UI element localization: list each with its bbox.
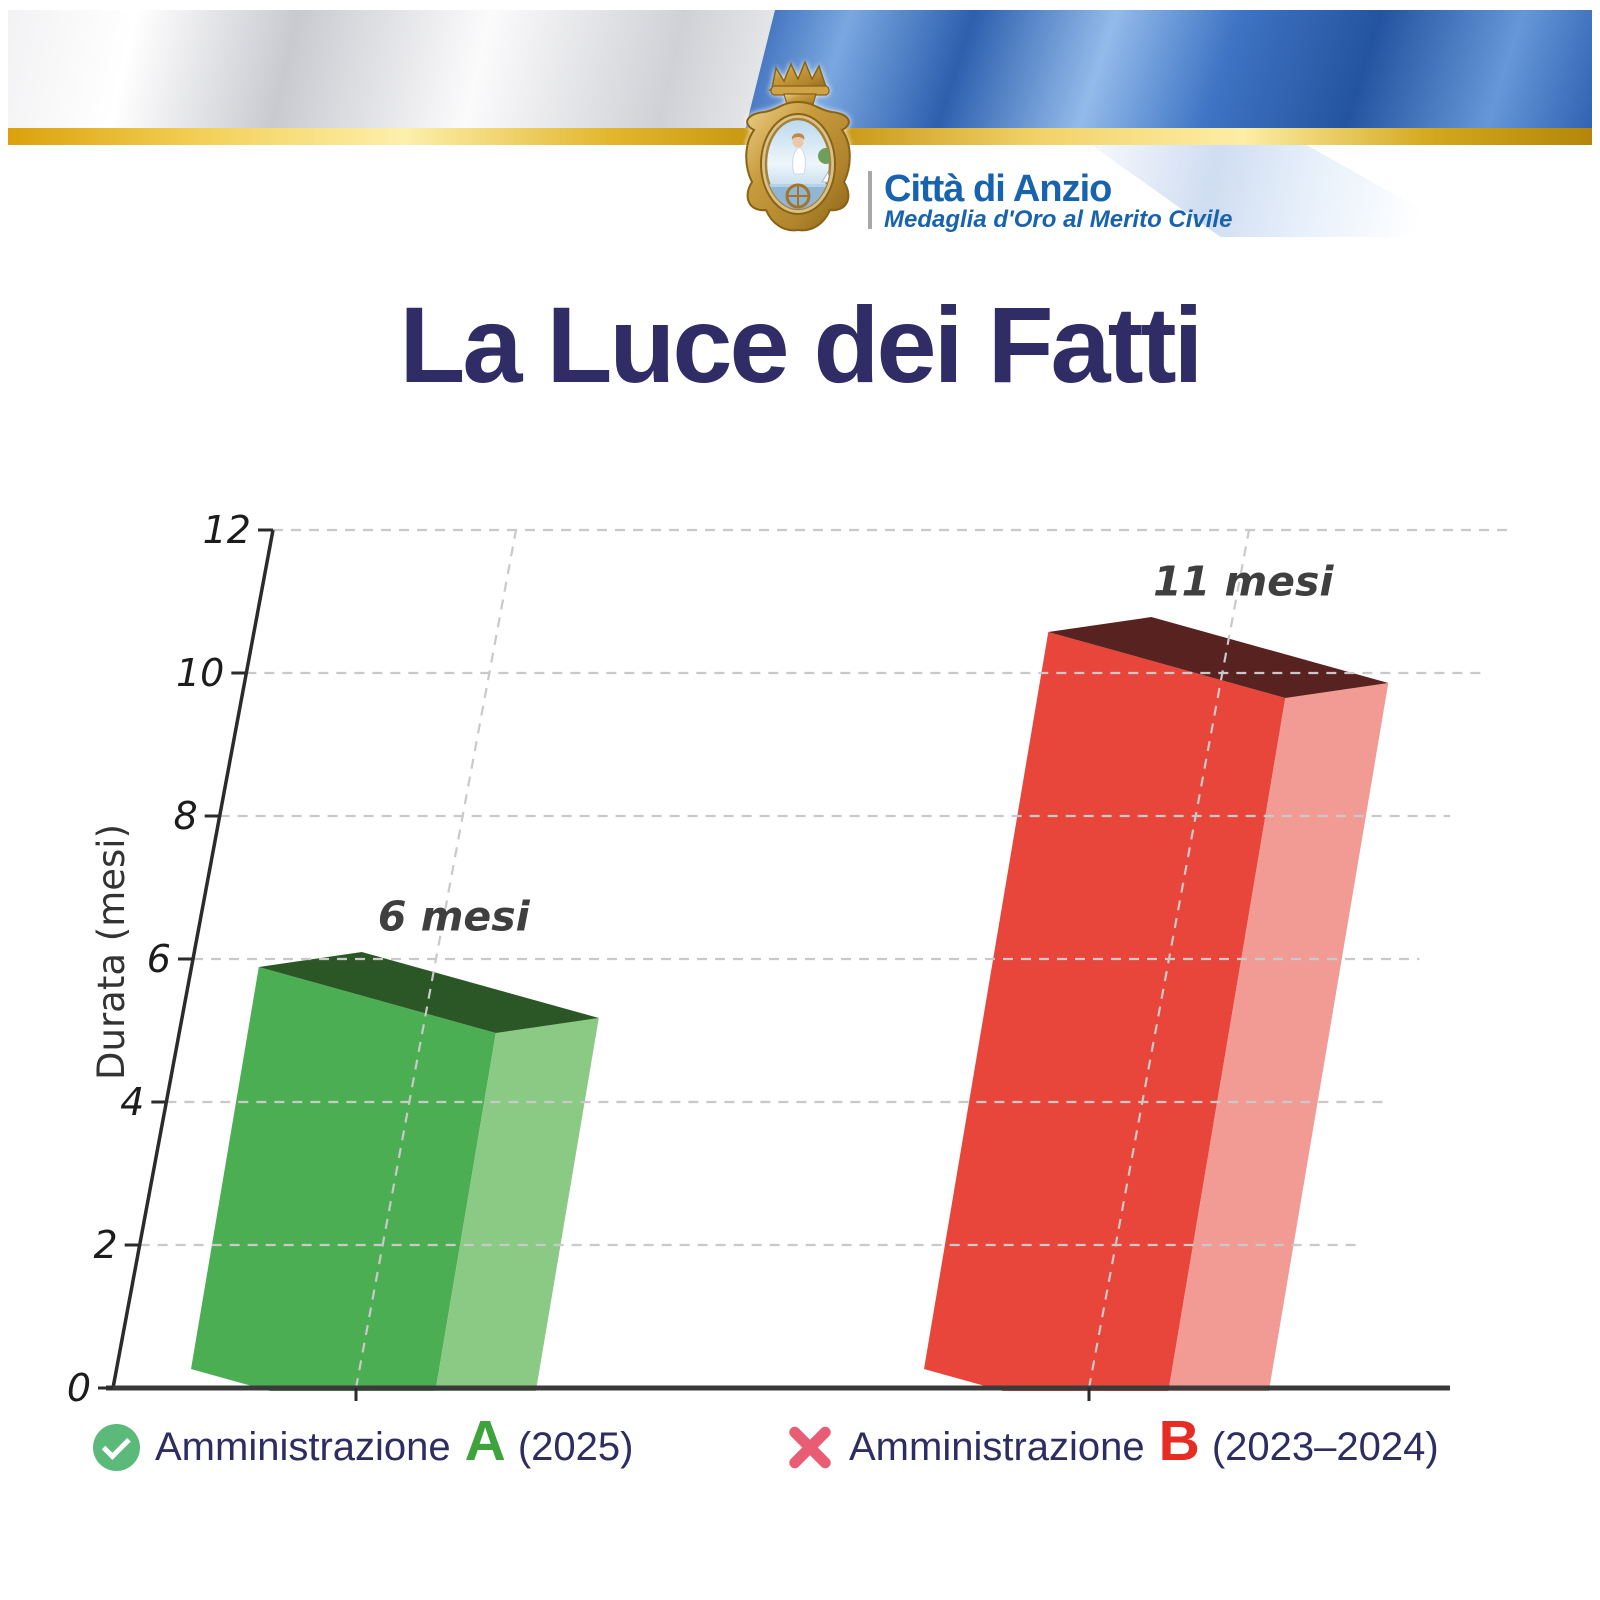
legend-label-b: Amministrazione (849, 1425, 1145, 1469)
brand-name: Città di Anzio (884, 168, 1112, 210)
legend-emph-a: A (464, 1409, 506, 1473)
bar-top-1 (1048, 617, 1389, 698)
svg-text:12: 12 (203, 508, 251, 552)
page-title: La Luce dei Fatti (399, 284, 1203, 405)
check-circle-icon (93, 1423, 140, 1471)
bar-side-0 (435, 1018, 599, 1391)
svg-text:6 mesi: 6 mesi (378, 893, 531, 941)
legend-item-administration-a: Amministrazione A (2025) (93, 1408, 633, 1474)
svg-text:4: 4 (120, 1080, 144, 1124)
x-mark-icon (786, 1423, 834, 1471)
brand-subtitle: Medaglia d'Oro al Merito Civile (884, 206, 1233, 233)
bar-side-1 (1168, 683, 1389, 1391)
city-crest-icon (745, 60, 851, 232)
svg-text:0: 0 (67, 1366, 91, 1410)
svg-text:8: 8 (173, 794, 197, 838)
bar-front-0 (191, 967, 496, 1391)
legend-suffix-b: (2023–2024) (1211, 1425, 1439, 1469)
checkmark-glyph (101, 1430, 131, 1460)
brand-divider (868, 171, 872, 229)
legend-item-administration-b: Amministrazione B (2023–2024) (786, 1408, 1439, 1474)
legend-suffix-a: (2025) (517, 1425, 634, 1469)
blue-silk-fabric (745, 10, 1592, 130)
svg-text:6: 6 (147, 937, 171, 981)
svg-text:2: 2 (93, 1223, 117, 1267)
svg-text:10: 10 (176, 651, 224, 695)
header-flag-band (8, 10, 1592, 130)
legend-label-a: Amministrazione (155, 1425, 451, 1469)
svg-text:11 mesi: 11 mesi (1153, 558, 1334, 606)
legend-emph-b: B (1158, 1409, 1200, 1473)
svg-text:Durata (mesi): Durata (mesi) (90, 824, 133, 1080)
gridlines (139, 528, 1512, 1389)
